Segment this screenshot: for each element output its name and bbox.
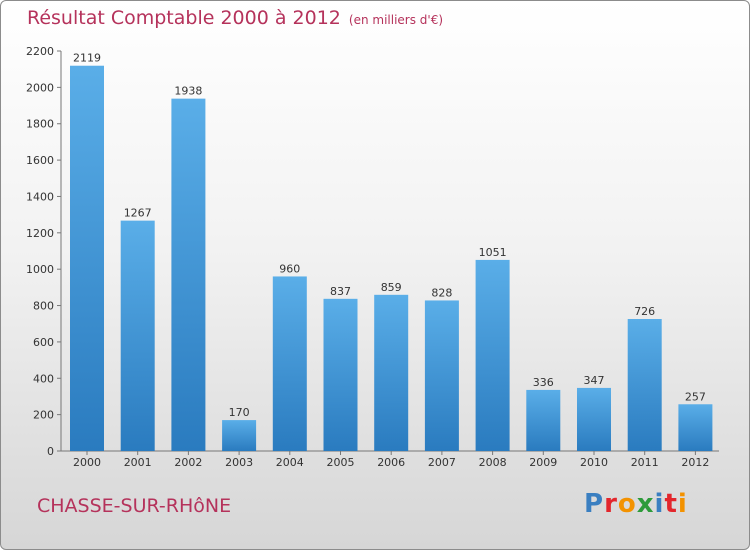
bar-2005	[323, 298, 358, 451]
city-name: CHASSE-SUR-RHôNE	[37, 495, 232, 517]
logo-letter: i	[654, 489, 665, 519]
proxiti-logo: Proxiti	[584, 489, 688, 519]
x-tick-label: 2007	[428, 456, 456, 469]
logo-letter: t	[664, 489, 678, 519]
bar-2006	[374, 294, 409, 451]
data-label: 1938	[174, 85, 202, 98]
bar-2000	[70, 65, 104, 452]
x-tick-label: 2008	[479, 456, 507, 469]
y-tick-label: 2200	[26, 45, 54, 58]
y-tick-label: 0	[47, 445, 54, 458]
bar-2003	[222, 420, 257, 451]
y-tick-label: 200	[33, 409, 54, 422]
logo-letter: x	[636, 489, 655, 519]
title-text: Résultat Comptable 2000 à 2012	[27, 7, 341, 29]
data-label: 1267	[124, 207, 152, 220]
y-tick-label: 1400	[26, 190, 54, 203]
data-label: 837	[330, 285, 351, 298]
x-tick-label: 2005	[327, 456, 355, 469]
y-tick-label: 1800	[26, 118, 54, 131]
x-tick-label: 2001	[124, 456, 152, 469]
logo-letter: i	[677, 489, 688, 519]
y-tick-label: 1200	[26, 227, 54, 240]
logo-letter: P	[584, 489, 605, 519]
y-tick-label: 1000	[26, 263, 54, 276]
data-label: 1051	[479, 246, 507, 259]
x-tick-label: 2010	[580, 456, 608, 469]
x-tick-label: 2011	[631, 456, 659, 469]
y-tick-label: 400	[33, 372, 54, 385]
y-tick-label: 2000	[26, 81, 54, 94]
y-tick-label: 800	[33, 300, 54, 313]
bar-2008	[475, 259, 510, 451]
data-label: 170	[229, 406, 250, 419]
bar-2009	[526, 389, 561, 451]
data-label: 2119	[73, 52, 101, 65]
bar-2002	[171, 98, 206, 452]
bar-2011	[627, 319, 662, 451]
data-label: 336	[533, 376, 554, 389]
x-tick-label: 2009	[529, 456, 557, 469]
x-tick-label: 2000	[73, 456, 101, 469]
data-label: 828	[431, 286, 452, 299]
y-tick-label: 1600	[26, 154, 54, 167]
logo-letter: o	[617, 489, 637, 519]
y-tick-label: 600	[33, 336, 54, 349]
bar-2007	[424, 300, 459, 451]
bar-2001	[120, 220, 155, 451]
logo-letter: r	[604, 489, 618, 519]
data-label: 257	[685, 390, 706, 403]
x-tick-label: 2012	[681, 456, 709, 469]
labels: 2000 2119 2001 1267 2002 1938 2003 170 2004 960 20…	[73, 52, 709, 469]
bar-2010	[577, 387, 611, 451]
x-tick-label: 2004	[276, 456, 304, 469]
bar-2004	[272, 276, 307, 451]
chart-title: Résultat Comptable 2000 à 2012 (en millie…	[27, 7, 443, 29]
x-tick-label: 2006	[377, 456, 405, 469]
x-tick-label: 2003	[225, 456, 253, 469]
chart-subtitle: (en milliers d'€)	[348, 13, 444, 27]
data-label: 726	[634, 305, 655, 318]
bars	[70, 65, 713, 452]
bar-2012	[678, 404, 713, 451]
data-label: 859	[381, 281, 402, 294]
data-label: 347	[584, 374, 605, 387]
data-label: 960	[279, 262, 300, 275]
x-tick-label: 2002	[174, 456, 202, 469]
